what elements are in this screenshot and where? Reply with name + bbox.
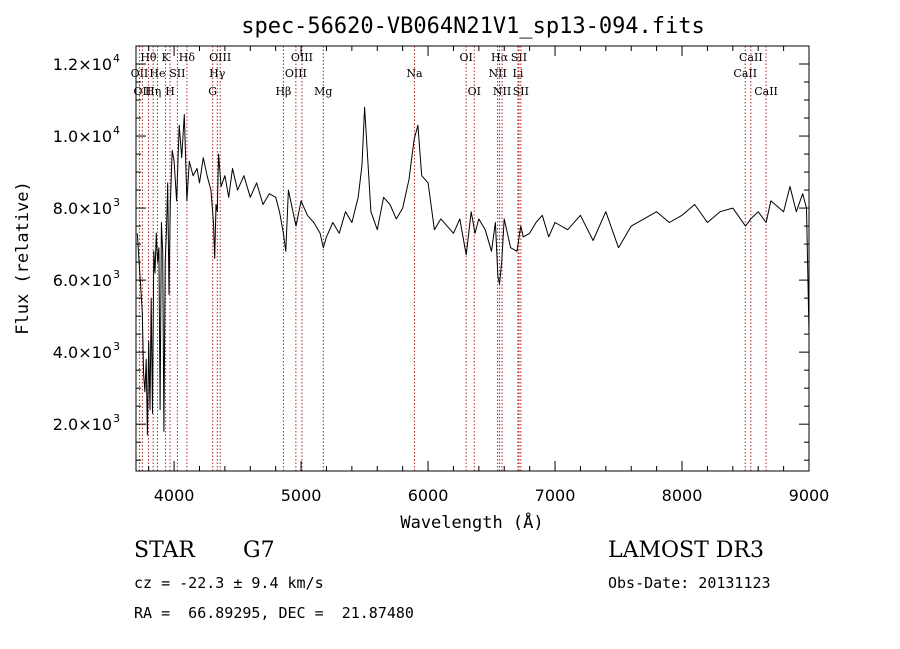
object-class: STAR [134, 538, 195, 563]
spectral-line-label: OII [131, 67, 149, 80]
spectral-line-label: CaII [733, 67, 757, 80]
y-axis-label: Flux (relative) [13, 181, 33, 335]
spectral-line-label: SII [513, 85, 529, 98]
spectral-line-label: OIII [291, 51, 313, 64]
object-subclass: G7 [243, 538, 275, 563]
spectral-line-label: Hη [145, 85, 161, 98]
y-tick-label: 6.0×10 [53, 271, 112, 290]
x-tick-label: 6000 [408, 486, 449, 505]
spectral-line-label: CaII [739, 51, 763, 64]
y-tick-mantissa: 2.0 [53, 415, 78, 434]
y-axis: 2.0×10 34.0×10 36.0×10 38.0×10 31.0×10 41.2×1… [53, 52, 809, 461]
spectral-line-label: Li [513, 67, 524, 80]
y-tick-mantissa: 1.0 [53, 127, 78, 146]
spectral-line-label: Hγ [209, 67, 226, 80]
x-tick-label: 9000 [789, 486, 830, 505]
observation-date: Obs-Date: 20131123 [608, 574, 771, 592]
spectral-line-label: SII [511, 51, 527, 64]
survey-name: LAMOST DR3 [608, 538, 764, 563]
x-tick-label: 5000 [281, 486, 322, 505]
spectral-line-label: NII [488, 67, 506, 80]
spectral-line-label: H [165, 85, 175, 98]
y-tick-exponent: 4 [113, 52, 120, 65]
spectral-line-label: NII [493, 85, 511, 98]
spectral-line-label: He [149, 67, 165, 80]
y-tick-exponent: 4 [113, 124, 120, 137]
y-tick-exponent: 3 [113, 412, 120, 425]
x-tick-label: 8000 [662, 486, 703, 505]
redshift-text: cz = -22.3 ± 9.4 km/s [134, 574, 324, 592]
y-tick-mantissa: 1.2 [53, 55, 78, 74]
spectral-line-label: SII [169, 67, 185, 80]
chart-title: spec-56620-VB064N21V1_sp13-094.fits [241, 14, 705, 39]
spectral-line-label: G [208, 85, 217, 98]
spectral-line-label: Hθ [140, 51, 157, 64]
spectral-line-markers: OII OII Hθ Hη He K H SII Hδ G Hγ OIII Hβ OIII OIII Mg Na… [131, 46, 778, 471]
spectral-line-label: Mg [314, 85, 332, 98]
y-tick-label: 4.0×10 [53, 343, 112, 362]
y-tick-mantissa: 6.0 [53, 271, 78, 290]
x-tick-label: 4000 [154, 486, 195, 505]
spectral-line-label: OII [133, 85, 151, 98]
spectrum-series [136, 106, 810, 436]
spectrum-chart: spec-56620-VB064N21V1_sp13-094.fits OIIO… [13, 14, 830, 533]
y-tick-label: 8.0×10 [53, 199, 112, 218]
spectral-line-label: Hδ [179, 51, 196, 64]
spectral-line-label: OIII [285, 67, 307, 80]
y-tick-mantissa: 4.0 [53, 343, 78, 362]
y-tick-mantissa: 8.0 [53, 199, 78, 218]
spectrum-line [136, 106, 810, 436]
plot-frame [135, 45, 810, 472]
y-tick-exponent: 3 [113, 196, 120, 209]
x-axis-label: Wavelength (Å) [400, 511, 543, 533]
spectral-line-label: OI [459, 51, 472, 64]
x-tick-label: 7000 [535, 486, 576, 505]
spectral-line-label: Na [406, 67, 423, 80]
coordinates-text: RA = 66.89295, DEC = 21.87480 [134, 604, 414, 622]
spectral-line-label: Hα [491, 51, 509, 64]
spectral-line-label: K [161, 51, 170, 64]
spectral-line-label: OI [468, 85, 481, 98]
y-tick-exponent: 3 [113, 268, 120, 281]
spectral-line-label: CaII [754, 85, 778, 98]
spectral-line-label: OIII [209, 51, 231, 64]
y-tick-label: 2.0×10 [53, 415, 112, 434]
x-axis: 4000 5000 6000 7000 8000 9000 [148, 46, 830, 505]
y-tick-label: 1.0×10 [53, 127, 112, 146]
spectral-line-label: Hβ [275, 85, 291, 98]
y-tick-exponent: 3 [113, 340, 120, 353]
y-tick-label: 1.2×10 [53, 55, 112, 74]
